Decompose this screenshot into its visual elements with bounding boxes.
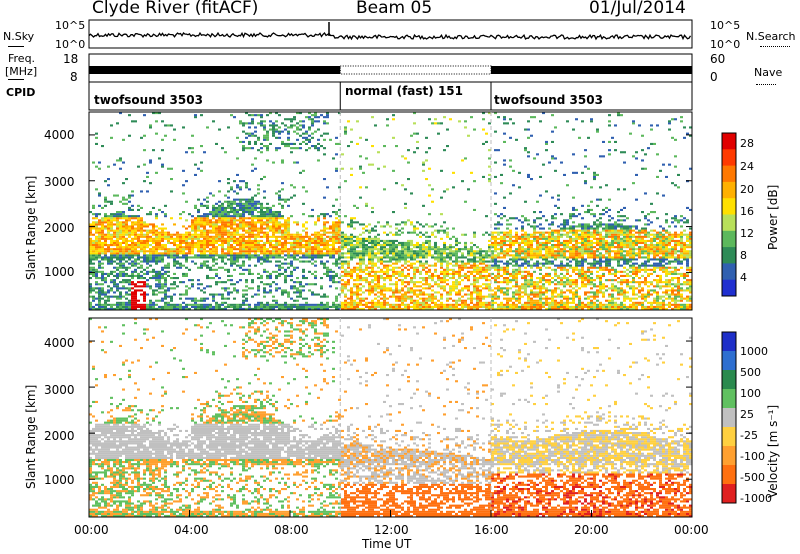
xtick-4: 16:00	[474, 523, 509, 537]
freq-band-1	[89, 66, 341, 74]
velocity-ytick-3000: 3000	[44, 383, 75, 397]
xtick-6: 00:00	[674, 523, 709, 537]
nave-label: Nave	[754, 66, 783, 79]
nsky-label: N.Sky	[3, 30, 35, 43]
power-colorbar-cell	[722, 279, 736, 297]
power-colorbar-cell	[722, 230, 736, 248]
velocity-cbar-tick-neg1000: -1000	[740, 492, 772, 505]
power-colorbar-cell	[722, 165, 736, 183]
nsky-tick-top: 10^5	[55, 19, 86, 32]
nave-tick-bottom: 0	[710, 70, 718, 84]
power-cbar-tick-28: 28	[740, 137, 754, 150]
cpid-segment-2: normal (fast) 151	[345, 84, 463, 98]
velocity-colorbar-cell	[722, 465, 736, 485]
freq-band-3	[491, 66, 692, 74]
velocity-cbar-tick-100: 100	[740, 387, 761, 400]
cpid-segment-1: twofsound 3503	[94, 93, 203, 107]
cpid-segment-3: twofsound 3503	[494, 93, 603, 107]
power-cbar-tick-16: 16	[740, 205, 754, 218]
power-colorbar-cell	[722, 263, 736, 281]
cpid-label: CPID	[6, 86, 36, 99]
power-cbar-tick-12: 12	[740, 227, 754, 240]
power-colorbar-frame	[721, 132, 737, 297]
velocity-colorbar-cell	[722, 427, 736, 447]
power-ytick-3000: 3000	[44, 175, 75, 189]
freq-unit-label: [MHz]	[5, 65, 38, 78]
power-colorbar-cell	[722, 198, 736, 215]
power-cbar-tick-4: 4	[740, 271, 747, 284]
velocity-colorbar-cell	[722, 389, 736, 409]
xtick-3: 12:00	[374, 523, 409, 537]
velocity-colorbar-cell	[722, 484, 736, 504]
nave-tick-top: 60	[710, 52, 726, 66]
power-colorbar-cell	[722, 247, 736, 264]
freq-band-2	[339, 65, 492, 75]
nsearch-tick-bottom: 10^0	[710, 38, 741, 51]
velocity-colorbar-cell	[722, 351, 736, 371]
power-colorbar-cell	[722, 214, 736, 232]
nsky-line	[88, 31, 692, 41]
power-cbar-tick-8: 8	[740, 249, 747, 262]
velocity-cbar-tick-1000: 1000	[740, 345, 768, 358]
velocity-cbar-tick-neg500: -500	[740, 471, 765, 484]
velocity-ytick-2000: 2000	[44, 429, 75, 443]
nave-legend-line	[756, 84, 776, 85]
xtick-2: 08:00	[274, 523, 309, 537]
nsky-panel	[88, 19, 693, 49]
cpid-panel	[88, 81, 693, 111]
freq-legend-line	[8, 79, 24, 80]
beam-title: Beam 05	[356, 0, 433, 18]
power-colorbar-cell	[722, 133, 736, 150]
power-heatmap	[89, 112, 692, 310]
velocity-heatmap	[89, 318, 692, 517]
station-title: Clyde River (fitACF)	[92, 0, 259, 18]
velocity-colorbar-cell	[722, 446, 736, 466]
freq-tick-top: 18	[63, 52, 79, 66]
velocity-colorbar-frame	[721, 331, 737, 504]
xtick-0: 00:00	[74, 523, 109, 537]
xtick-1: 04:00	[174, 523, 209, 537]
xaxis-label: Time UT	[362, 537, 412, 551]
nsky-tick-bottom: 10^0	[55, 38, 86, 51]
velocity-ytick-1000: 1000	[44, 473, 75, 487]
power-frame	[88, 111, 693, 311]
xtick-5: 20:00	[574, 523, 609, 537]
power-colorbar-cell	[722, 181, 736, 199]
velocity-cbar-tick-neg25: -25	[740, 429, 758, 442]
freq-tick-bottom: 8	[70, 70, 78, 84]
power-cbar-tick-24: 24	[740, 160, 754, 173]
nsearch-tick-top: 10^5	[710, 19, 741, 32]
freq-label: Freq.	[8, 52, 36, 65]
velocity-colorbar-cell	[722, 408, 736, 428]
velocity-cbar-tick-500: 500	[740, 366, 761, 379]
nsky-legend-line	[8, 46, 24, 47]
nsearch-label: N.Search	[746, 30, 796, 43]
velocity-colorbar-cell	[722, 332, 736, 352]
power-colorbar-cell	[722, 149, 736, 167]
velocity-cbar-tick-25: 25	[740, 408, 754, 421]
nsearch-legend-line	[760, 46, 790, 47]
power-cbar-tick-20: 20	[740, 183, 754, 196]
velocity-ytick-4000: 4000	[44, 336, 75, 350]
power-ytick-1000: 1000	[44, 265, 75, 279]
power-ytick-4000: 4000	[44, 128, 75, 142]
power-ytick-2000: 2000	[44, 221, 75, 235]
date-title: 01/Jul/2014	[589, 0, 686, 18]
velocity-cbar-tick-neg100: -100	[740, 450, 765, 463]
velocity-colorbar-cell	[722, 370, 736, 390]
